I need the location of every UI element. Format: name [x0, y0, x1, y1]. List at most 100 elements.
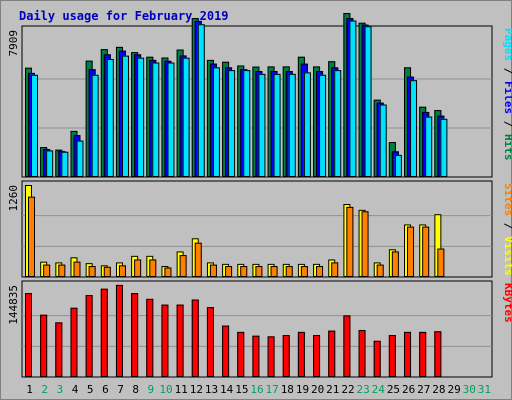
x-tick-label: 25 [387, 383, 400, 396]
bar-outline [149, 259, 157, 278]
bar-kbytes-day-12 [191, 299, 199, 377]
x-tick-label: 2 [41, 383, 48, 396]
bar-kbytes [70, 307, 78, 377]
bar-pages-day-17 [273, 73, 281, 177]
bar-kbytes [419, 331, 427, 377]
bar-sites [118, 265, 126, 277]
bar-kbytes-day-8 [131, 293, 139, 377]
bar-kbytes-day-15 [237, 331, 245, 377]
bar-pages [121, 55, 129, 177]
bar-outline [373, 340, 381, 377]
bar-pages-day-19 [303, 72, 311, 177]
x-tick-label: 27 [417, 383, 430, 396]
bar-kbytes-day-21 [328, 330, 336, 378]
bar-sites [28, 196, 35, 277]
x-tick-label: 16 [250, 383, 263, 396]
bar-sites-day-18 [285, 266, 293, 277]
bar-kbytes-day-16 [252, 335, 260, 378]
bar-sites-day-22 [346, 206, 354, 277]
bar-outline [43, 264, 51, 278]
x-tick-label: 23 [357, 383, 370, 396]
bar-pages [76, 140, 84, 177]
bar-outline [28, 196, 35, 277]
right-axis-label-part: Files [502, 81, 512, 114]
bar-pages-day-7 [121, 55, 129, 177]
bar-kbytes-day-26 [404, 331, 412, 377]
bar-pages-day-21 [334, 70, 342, 177]
bar-outline [376, 264, 384, 278]
bar-pages [288, 73, 296, 177]
bar-sites [422, 226, 430, 277]
bar-pages [31, 74, 38, 177]
bar-kbytes-day-17 [267, 336, 275, 377]
bar-kbytes-day-20 [313, 335, 321, 378]
bar-pages-day-11 [182, 57, 190, 177]
bar-kbytes-day-4 [70, 307, 78, 378]
bar-outline [300, 266, 308, 277]
bar-pages [334, 70, 342, 177]
bar-outline [394, 154, 402, 177]
bar-pages-day-24 [379, 104, 387, 177]
x-tick-label: 5 [87, 383, 94, 396]
bar-sites-day-17 [270, 266, 278, 277]
bar-sites [331, 262, 339, 277]
bar-pages [243, 70, 251, 177]
bar-outline [131, 293, 139, 377]
bar-outline [331, 262, 339, 277]
bar-pages-day-28 [440, 118, 448, 177]
bar-outline [303, 72, 311, 177]
bar-sites-day-1 [28, 196, 35, 277]
bar-sites-day-24 [376, 264, 384, 278]
y-max-label: 7909 [7, 30, 20, 57]
bar-kbytes-day-23 [358, 329, 366, 377]
right-axis-label-part: / [502, 216, 512, 236]
bar-pages-day-27 [425, 116, 433, 177]
bar-pages [349, 20, 357, 178]
x-tick-label: 13 [205, 383, 218, 396]
bar-sites [285, 266, 293, 277]
bar-outline [252, 335, 260, 378]
bar-outline [134, 259, 142, 278]
x-tick-label: 26 [402, 383, 415, 396]
bar-sites [316, 266, 324, 277]
bar-outline [407, 226, 415, 277]
right-axis-label-part: Sites [502, 183, 512, 216]
bar-sites [346, 206, 354, 277]
bar-outline [167, 62, 175, 177]
bar-pages [319, 74, 327, 177]
bar-outline [419, 331, 427, 377]
x-tick-label: 20 [311, 383, 324, 396]
bar-kbytes [25, 293, 32, 377]
bar-pages [440, 118, 448, 177]
bar-sites-day-20 [316, 266, 324, 277]
bar-sites [376, 264, 384, 277]
bar-sites-day-27 [422, 226, 430, 277]
bar-pages-day-10 [167, 62, 175, 178]
x-axis-labels: 1 2 3 4 5 6 7 8 9 10 11 12 13 14 15 16 17 18 19 20 21 22 23 24 2… [26, 383, 491, 396]
bar-pages [167, 62, 175, 178]
bar-pages-day-14 [228, 70, 236, 177]
bar-kbytes [282, 335, 290, 377]
bar-outline [103, 266, 111, 277]
bar-pages-day-15 [243, 70, 251, 177]
bar-outline [25, 293, 32, 377]
bar-pages-day-1 [31, 74, 38, 177]
bar-sites [225, 266, 233, 277]
bar-pages-day-12 [197, 24, 205, 178]
bar-pages-day-18 [288, 73, 296, 177]
bar-outline [404, 331, 412, 377]
bar-outline [106, 58, 114, 178]
x-tick-label: 15 [235, 383, 248, 396]
bar-visits [434, 214, 442, 277]
bar-outline [209, 264, 217, 278]
x-tick-label: 10 [159, 383, 172, 396]
x-tick-label: 9 [148, 383, 155, 396]
bar-outline [243, 70, 251, 177]
bar-kbytes [297, 331, 305, 377]
bar-pages-day-22 [349, 20, 357, 178]
bar-sites [73, 261, 81, 277]
bar-outline [146, 298, 154, 378]
right-axis-label-part: / [502, 61, 512, 81]
bar-sites [88, 266, 96, 277]
bar-pages [425, 116, 433, 177]
